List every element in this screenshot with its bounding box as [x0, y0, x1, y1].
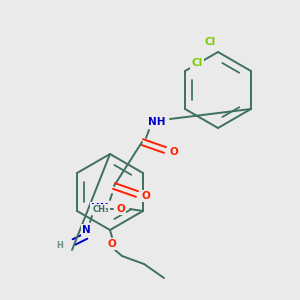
Text: HN: HN: [91, 203, 109, 213]
Text: O: O: [116, 204, 125, 214]
Text: O: O: [169, 147, 178, 157]
Text: O: O: [108, 239, 116, 249]
Text: NH: NH: [148, 117, 166, 127]
Text: O: O: [142, 191, 150, 201]
Text: Cl: Cl: [191, 58, 203, 68]
Text: N: N: [82, 225, 90, 235]
Text: Cl: Cl: [204, 37, 216, 47]
Text: CH₃: CH₃: [93, 205, 109, 214]
Text: H: H: [57, 241, 63, 250]
